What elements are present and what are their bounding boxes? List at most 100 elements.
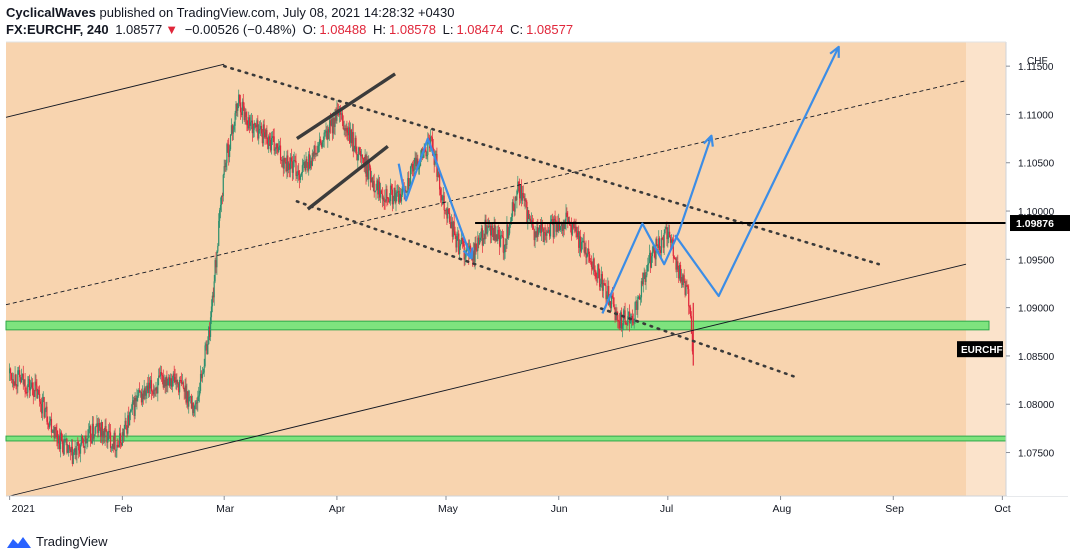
candle-body	[618, 320, 620, 322]
candle-body	[96, 423, 98, 427]
candle-body	[219, 210, 221, 221]
candle-body	[294, 160, 296, 161]
x-tick-label: Jun	[551, 503, 568, 515]
candle-body	[355, 137, 357, 152]
candle-body	[242, 101, 244, 107]
candle-body	[513, 210, 515, 212]
candle-body	[40, 403, 43, 414]
candle-body	[447, 208, 449, 219]
candle-body	[128, 415, 130, 426]
candle-body	[486, 232, 488, 234]
trendline-thick[interactable]	[295, 72, 397, 141]
candle-body	[471, 257, 473, 261]
candle-body	[269, 136, 271, 140]
candle-body	[268, 136, 270, 149]
projection-path[interactable]	[397, 137, 473, 259]
candle-body	[109, 431, 111, 433]
candle-body	[249, 117, 251, 126]
trendline-dotted[interactable]	[222, 64, 881, 266]
candle-body	[676, 261, 678, 270]
candle-body	[158, 375, 160, 379]
candle-body	[349, 129, 352, 143]
candle-body	[320, 142, 323, 147]
candle-body	[335, 109, 337, 121]
candle-body	[619, 320, 621, 329]
candle-body	[439, 171, 441, 190]
candle-body	[500, 235, 503, 237]
symbol-tag[interactable]	[957, 341, 1003, 358]
candle-body	[581, 241, 583, 243]
candle-body	[270, 137, 273, 151]
candle-body	[685, 285, 687, 295]
candle-body	[667, 235, 669, 240]
candle-body	[662, 239, 664, 248]
candle-body	[396, 191, 398, 193]
projection-path[interactable]	[674, 46, 840, 298]
candle-body	[133, 400, 135, 416]
candle-body	[182, 382, 184, 388]
author-name[interactable]: CyclicalWaves	[6, 5, 96, 20]
candle-body	[477, 237, 479, 251]
candle-body	[389, 185, 392, 202]
trendline-thick[interactable]	[306, 144, 389, 211]
candle-body	[247, 125, 249, 129]
candle-body	[165, 376, 167, 387]
candle-body	[406, 191, 408, 193]
candle-body	[261, 133, 263, 144]
candle-body	[225, 162, 227, 168]
support-zone[interactable]	[5, 320, 990, 331]
candle-body	[482, 238, 484, 246]
projection-path[interactable]	[601, 135, 713, 314]
candle-body	[265, 129, 267, 138]
candle-body	[375, 190, 377, 192]
x-tick-label: Aug	[773, 503, 792, 515]
resistance-price-tag[interactable]	[1010, 215, 1070, 232]
candle-body	[110, 447, 113, 449]
candle-body	[115, 450, 117, 452]
candle-body	[332, 117, 334, 134]
candle-body	[249, 122, 252, 126]
candle-body	[626, 323, 628, 325]
candle-body	[677, 261, 679, 268]
candle-body	[229, 134, 232, 150]
candle-body	[13, 384, 15, 386]
candle-body	[653, 245, 655, 252]
candle-body	[431, 137, 433, 148]
candle-body	[651, 251, 653, 257]
candle-body	[251, 120, 253, 134]
candle-body	[476, 249, 478, 251]
price-axis[interactable]	[1007, 42, 1069, 496]
candle-body	[386, 189, 388, 199]
support-zone[interactable]	[5, 435, 1007, 442]
candle-body	[41, 399, 43, 414]
candle-body	[554, 218, 556, 220]
candle-body	[559, 221, 561, 230]
candle-body	[333, 117, 335, 127]
brand-footer[interactable]: TradingView	[6, 534, 108, 549]
candle-body	[67, 450, 69, 453]
candle-body	[579, 236, 581, 248]
candle-body	[497, 229, 499, 242]
symbol-label[interactable]: FX:EURCHF, 240	[6, 22, 109, 37]
candle-body	[11, 379, 13, 381]
candle-body	[39, 393, 41, 402]
candle-body	[252, 129, 254, 134]
candle-body	[34, 381, 36, 397]
candle-body	[464, 257, 466, 260]
candle-body	[58, 435, 60, 444]
candle-body	[103, 431, 105, 438]
candle-body	[9, 368, 11, 374]
candle-body	[567, 216, 569, 223]
candle-body	[413, 163, 415, 172]
trendline-dotted[interactable]	[295, 200, 801, 380]
candle-body	[228, 145, 230, 158]
trendline-dashed[interactable]	[5, 80, 967, 306]
candle-body	[349, 127, 351, 143]
trendline-solid[interactable]	[9, 263, 967, 497]
candle-body	[539, 225, 542, 233]
candle-body	[369, 163, 371, 168]
candle-body	[493, 225, 495, 241]
candle-body	[121, 432, 123, 446]
trendline-solid[interactable]	[5, 63, 225, 118]
